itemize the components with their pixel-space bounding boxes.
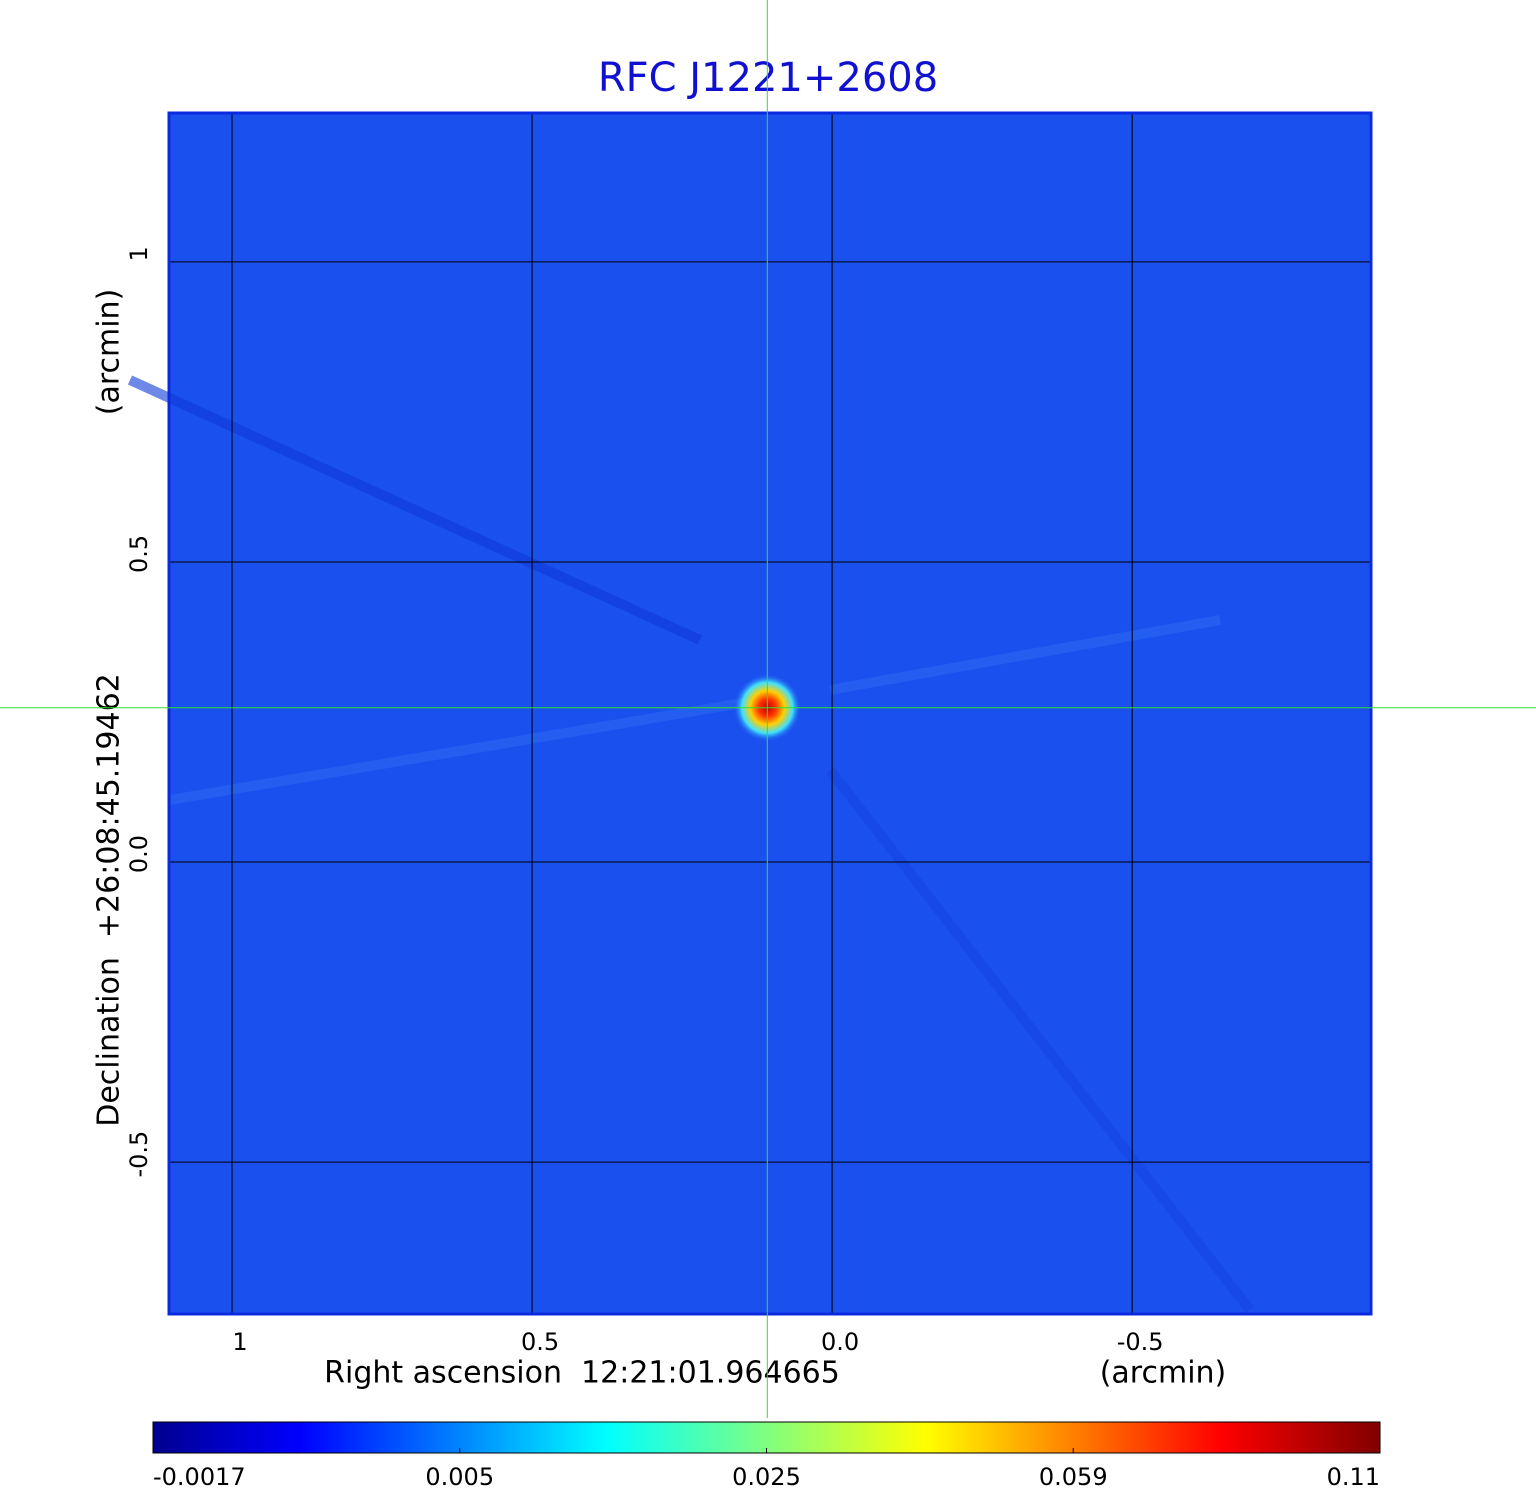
x-axis-label: Right ascension 12:21:01.964665 xyxy=(324,1356,840,1391)
colorbar-tick-label: 0.11 xyxy=(1327,1463,1380,1491)
colorbar-tick-label: 0.025 xyxy=(732,1463,801,1491)
y-tick-label: -0.5 xyxy=(125,1131,153,1178)
y-tick-label: 1 xyxy=(125,246,153,261)
colorbar-tick-label: 0.059 xyxy=(1039,1463,1108,1491)
x-tick-label: -0.5 xyxy=(1117,1328,1164,1356)
colorbar-tick-label: -0.0017 xyxy=(153,1463,246,1491)
colorbar xyxy=(152,1421,1381,1454)
x-axis-unit: (arcmin) xyxy=(1100,1356,1227,1391)
artifact-streak xyxy=(169,695,761,805)
x-tick-label: 0.5 xyxy=(521,1328,559,1356)
y-axis-unit: (arcmin) xyxy=(92,289,127,416)
plot-border xyxy=(167,111,1373,1316)
artifact-streak xyxy=(826,766,1254,1314)
x-tick-label: 1 xyxy=(232,1328,247,1356)
colorbar-tick-label: 0.005 xyxy=(425,1463,494,1491)
x-tick-label: 0.0 xyxy=(821,1328,859,1356)
artifact-streak xyxy=(127,375,703,645)
chart-title: RFC J1221+2608 xyxy=(598,55,938,101)
y-tick-label: 0.0 xyxy=(125,835,153,873)
y-axis-label: Declination +26:08:45.19462 xyxy=(92,673,127,1127)
y-tick-label: 0.5 xyxy=(125,535,153,573)
artifact-streak xyxy=(829,615,1221,695)
